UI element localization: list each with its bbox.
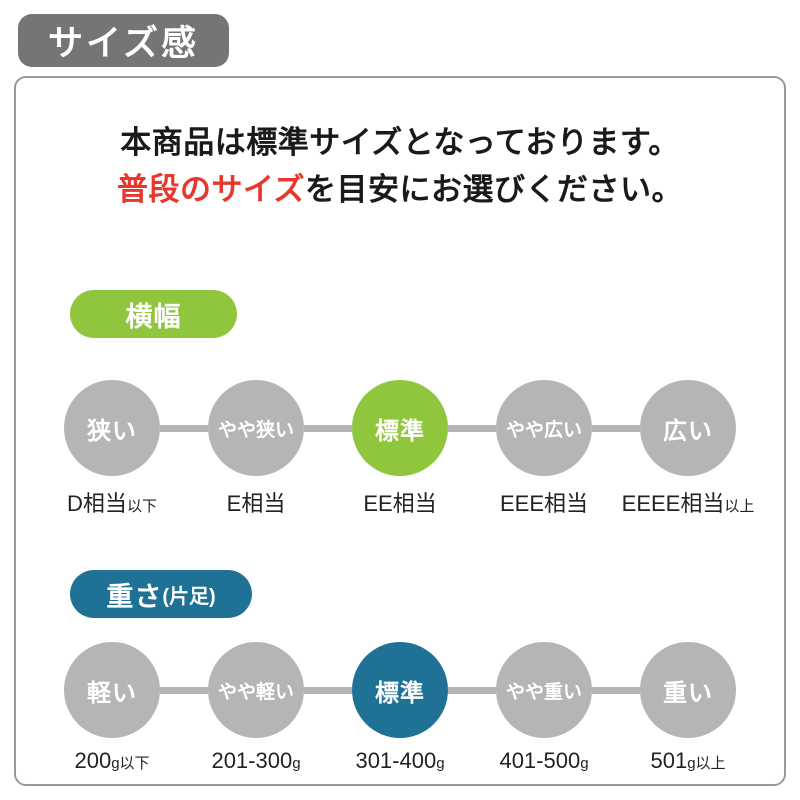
weight-badge-suffix: (片足) <box>162 585 216 608</box>
width-scale-label: E相当 <box>208 486 304 518</box>
label-suffix: g <box>580 755 589 772</box>
label-main: D相当 <box>67 491 127 516</box>
label-main: 201-300 <box>211 748 293 773</box>
weight-step-light: 軽い <box>64 642 160 738</box>
step-label: やや重い <box>505 681 582 703</box>
weight-badge-label: 重さ <box>106 581 163 612</box>
width-scale-label: EEEE相当 以上 <box>622 486 755 518</box>
weight-scale-labels: 200 g以下 201-300 g 301-400 g 401-500 g 501 g以上 <box>16 748 784 774</box>
label-suffix: 以下 <box>126 498 157 515</box>
label-main: E相当 <box>226 491 286 516</box>
weight-step-heavy: 重い <box>640 642 736 738</box>
connector-line <box>592 424 640 432</box>
weight-step-standard: 標準 <box>352 642 448 738</box>
width-step-standard: 標準 <box>352 380 448 476</box>
width-scale: 狭い やや狭い 標準 やや広い 広い <box>16 380 784 476</box>
weight-scale-label: 201-300 g <box>208 748 304 774</box>
label-main: 301-400 <box>355 748 437 773</box>
connector-line <box>160 424 208 432</box>
label-suffix: g <box>436 755 445 772</box>
weight-scale-label: 401-500 g <box>496 748 592 774</box>
weight-step-slightly-light: やや軽い <box>208 642 304 738</box>
notice-highlight: 普段のサイズ <box>116 171 306 207</box>
section-width: 横幅 狭い やや狭い 標準 やや広い 広い D相当 以下 E相当 EE相当 EEE… <box>16 213 784 518</box>
label-main: EE相当 <box>363 491 437 516</box>
weight-scale-label: 301-400 g <box>352 748 448 774</box>
weight-step-slightly-heavy: やや重い <box>496 642 592 738</box>
width-step-slightly-narrow: やや狭い <box>208 380 304 476</box>
step-label: やや狭い <box>217 419 294 441</box>
width-scale-label: EE相当 <box>352 486 448 518</box>
weight-scale: 軽い やや軽い 標準 やや重い 重い <box>16 642 784 738</box>
connector-line <box>592 686 640 694</box>
label-suffix: g以上 <box>687 755 726 772</box>
step-label: 標準 <box>375 679 425 707</box>
width-section-badge: 横幅 <box>70 290 237 338</box>
label-suffix: g以下 <box>111 755 150 772</box>
step-label: 重い <box>663 679 713 707</box>
label-suffix: g <box>292 755 301 772</box>
label-suffix: 以上 <box>724 498 755 515</box>
label-main: 200 <box>74 748 112 773</box>
width-badge-label: 横幅 <box>125 301 182 332</box>
notice-line-1: 本商品は標準サイズとなっております。 <box>120 125 680 160</box>
step-label: やや広い <box>505 419 582 441</box>
connector-line <box>304 424 352 432</box>
label-main: EEE相当 <box>499 491 589 516</box>
width-step-wide: 広い <box>640 380 736 476</box>
notice-line-2: 普段のサイズを目安にお選びください。 <box>16 167 784 214</box>
step-label: 狭い <box>87 417 137 445</box>
notice-line-2-rest: を目安にお選びください。 <box>305 171 684 207</box>
notice-text: 本商品は標準サイズとなっております。 普段のサイズを目安にお選びください。 <box>16 120 784 213</box>
label-main: EEEE相当 <box>621 491 725 516</box>
connector-line <box>448 424 496 432</box>
width-step-slightly-wide: やや広い <box>496 380 592 476</box>
width-scale-label: EEE相当 <box>496 486 592 518</box>
step-label: 広い <box>663 417 713 445</box>
step-label: 標準 <box>375 417 425 445</box>
label-main: 401-500 <box>499 748 581 773</box>
size-feel-title-badge: サイズ感 <box>18 14 229 67</box>
width-scale-labels: D相当 以下 E相当 EE相当 EEE相当 EEEE相当 以上 <box>16 486 784 518</box>
weight-scale-label: 200 g以下 <box>64 748 160 774</box>
weight-scale-label: 501 g以上 <box>640 748 736 774</box>
label-main: 501 <box>650 748 688 773</box>
width-scale-label: D相当 以下 <box>64 486 160 518</box>
weight-section-badge: 重さ (片足) <box>70 570 252 618</box>
width-step-narrow: 狭い <box>64 380 160 476</box>
step-label: 軽い <box>87 679 137 707</box>
connector-line <box>448 686 496 694</box>
size-guide-panel: 本商品は標準サイズとなっております。 普段のサイズを目安にお選びください。 横幅… <box>14 76 786 786</box>
connector-line <box>160 686 208 694</box>
connector-line <box>304 686 352 694</box>
step-label: やや軽い <box>217 681 294 703</box>
section-weight: 重さ (片足) 軽い やや軽い 標準 やや重い 重い 200 g以下 201-300… <box>16 518 784 774</box>
